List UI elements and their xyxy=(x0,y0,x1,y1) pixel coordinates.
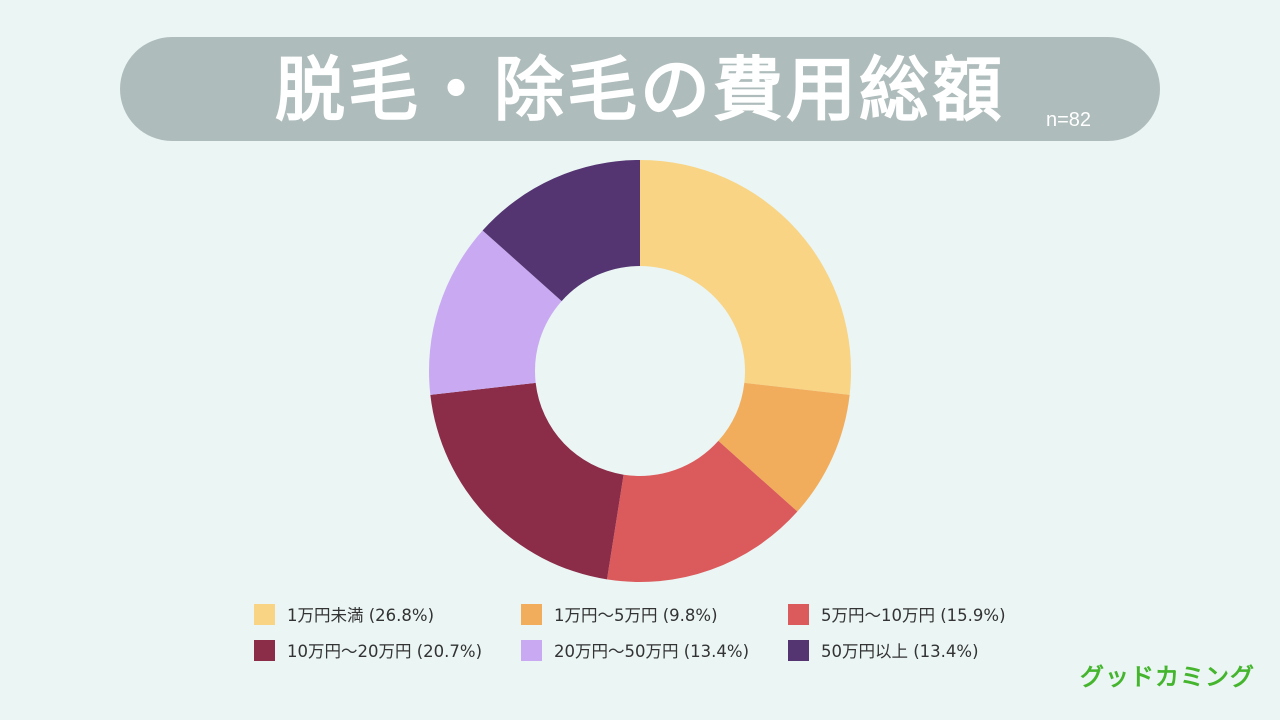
sample-size-label: n=82 xyxy=(1046,109,1092,131)
donut-slice-6 xyxy=(482,160,640,302)
legend-swatch xyxy=(254,603,275,625)
legend-label: 1万円未満 (26.8%) xyxy=(287,606,435,625)
title-banner xyxy=(120,37,1160,141)
legend-item: 1万円未満 (26.8%) xyxy=(254,600,434,628)
legend-item: 5万円〜10万円 (15.9%) xyxy=(788,600,1006,628)
donut-slice-1 xyxy=(640,160,851,395)
donut-slice-5 xyxy=(429,230,562,395)
legend-swatch xyxy=(788,639,809,661)
donut-slice-4 xyxy=(430,382,624,580)
legend-swatch xyxy=(254,639,275,661)
legend-item: 10万円〜20万円 (20.7%) xyxy=(254,636,482,664)
legend-label: 50万円以上 (13.4%) xyxy=(821,642,979,661)
chart-legend: 1万円未満 (26.8%) 1万円〜5万円 (9.8%) 5万円〜10万円 (1… xyxy=(254,600,1054,680)
donut-chart xyxy=(429,160,851,582)
legend-swatch xyxy=(788,603,809,625)
brand-logo: グッドカミング xyxy=(1080,663,1255,691)
chart-title: 脱毛・除毛の費用総額 xyxy=(275,49,1005,131)
legend-item: 20万円〜50万円 (13.4%) xyxy=(521,636,749,664)
legend-swatch xyxy=(521,639,542,661)
legend-label: 20万円〜50万円 (13.4%) xyxy=(554,642,750,661)
donut-slice-2 xyxy=(718,382,850,512)
donut-slice-3 xyxy=(606,440,798,582)
legend-item: 1万円〜5万円 (9.8%) xyxy=(521,600,718,628)
legend-swatch xyxy=(521,603,542,625)
legend-label: 10万円〜20万円 (20.7%) xyxy=(287,642,483,661)
legend-label: 5万円〜10万円 (15.9%) xyxy=(821,606,1006,625)
legend-label: 1万円〜5万円 (9.8%) xyxy=(554,606,718,625)
legend-item: 50万円以上 (13.4%) xyxy=(788,636,979,664)
